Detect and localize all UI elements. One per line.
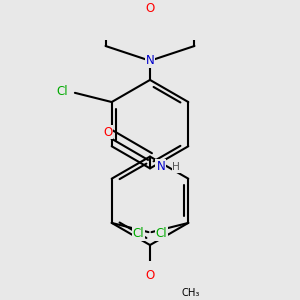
Text: CH₃: CH₃: [182, 288, 200, 298]
Text: N: N: [146, 54, 154, 67]
Text: Cl: Cl: [56, 85, 68, 98]
Text: O: O: [103, 125, 112, 139]
Text: Cl: Cl: [156, 227, 167, 240]
Text: O: O: [146, 2, 154, 15]
Text: Cl: Cl: [133, 227, 144, 240]
Text: H: H: [172, 162, 180, 172]
Text: N: N: [156, 160, 165, 173]
Text: O: O: [146, 268, 154, 282]
